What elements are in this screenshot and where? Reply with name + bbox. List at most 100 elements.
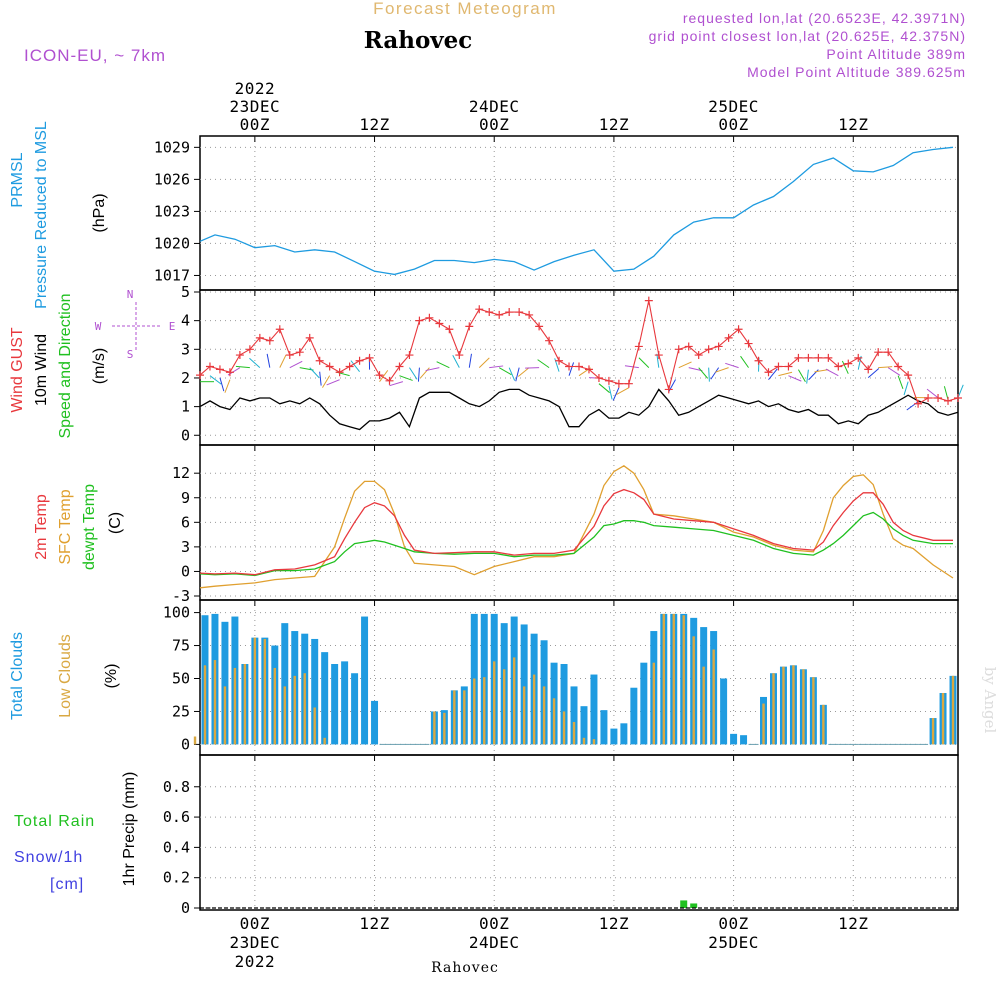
gust-marker xyxy=(555,356,564,365)
low-cloud-bar xyxy=(941,693,945,745)
gust-marker xyxy=(854,353,863,362)
temp-2m-line xyxy=(199,488,953,576)
y-tick-label: 5 xyxy=(181,283,190,301)
time-label-bottom: 24DEC xyxy=(469,933,520,952)
gust-marker xyxy=(275,325,284,334)
gust-marker xyxy=(724,333,733,342)
total-cloud-bar xyxy=(600,710,608,745)
time-label-top: 00Z xyxy=(479,115,509,134)
gust-marker xyxy=(205,362,214,371)
low-cloud-bar xyxy=(792,665,795,745)
time-label-bottom: 23DEC xyxy=(230,933,281,952)
low-cloud-bar xyxy=(483,677,486,745)
time-label-top: 2022 xyxy=(235,79,276,98)
wind-arrow xyxy=(452,355,460,368)
gust-marker xyxy=(575,362,583,371)
temp-label: 2m Temp xyxy=(33,494,50,560)
wind-arrow xyxy=(409,367,418,380)
y-tick-label: 4 xyxy=(181,312,190,330)
gust-marker xyxy=(455,351,464,360)
gust-marker xyxy=(395,362,404,371)
wind-arrow xyxy=(715,367,729,373)
gust-marker xyxy=(684,342,693,351)
gust-marker xyxy=(714,342,723,351)
time-label-top: 00Z xyxy=(718,115,748,134)
gust-marker xyxy=(345,362,354,371)
low-cloud-bar xyxy=(582,737,586,745)
gust-marker xyxy=(465,322,474,331)
wind-arrow xyxy=(957,384,964,398)
y-tick-label: 0.8 xyxy=(163,778,190,796)
total-cloud-bar xyxy=(221,621,229,745)
gust-label: Wind GUST xyxy=(9,327,26,413)
low-cloud-bar xyxy=(443,712,446,745)
panels: 10171020102310261029012345-3036912025507… xyxy=(9,121,964,917)
y-tick-label: 6 xyxy=(181,513,190,531)
wind-arrow xyxy=(612,387,620,401)
wind-arrow xyxy=(708,367,710,382)
panel-pressure: 1017 1020 1023 1026 1029 xyxy=(154,135,959,291)
y-tick-label: 12 xyxy=(172,464,190,482)
gust-marker xyxy=(634,342,643,351)
gust-marker xyxy=(525,310,534,319)
total-cloud-bar xyxy=(570,686,578,745)
y-tick-label: 0 xyxy=(181,735,190,753)
gust-marker xyxy=(594,373,603,382)
location-title: Rahovec xyxy=(364,27,473,54)
wind-arrow xyxy=(710,367,720,380)
gust-marker xyxy=(894,362,903,371)
gust-marker xyxy=(365,353,374,362)
total-cloud-bar xyxy=(730,733,738,745)
y-tick-label: 1023 xyxy=(154,202,190,220)
low-cloud-bar xyxy=(522,686,526,745)
wind-arrow xyxy=(508,367,516,381)
wind-arrow xyxy=(897,375,904,389)
snow-unit-legend: [cm] xyxy=(50,876,84,893)
low-cloud-bar xyxy=(253,637,257,745)
gust-marker xyxy=(305,333,314,342)
total-cloud-bar xyxy=(520,624,528,745)
temp-unit: (C) xyxy=(107,512,124,534)
gust-marker xyxy=(405,351,414,360)
gust-marker xyxy=(495,310,504,319)
low-cloud-bar xyxy=(463,690,466,745)
compass-s: S xyxy=(127,348,134,361)
y-tick-label: 50 xyxy=(172,670,190,688)
gridpoint-coords: grid point closest lon,lat (20.625E, 42.… xyxy=(649,28,966,44)
gust-marker xyxy=(624,379,633,388)
low-cloud-bar xyxy=(692,636,695,745)
gust-marker xyxy=(644,296,653,305)
gust-marker xyxy=(954,394,962,403)
panel-temperature: -3 0 3 6 9 12 xyxy=(172,444,959,605)
gust-marker xyxy=(335,368,344,377)
time-label-top: 23DEC xyxy=(230,97,281,116)
time-label-bottom: 00Z xyxy=(240,914,270,933)
gust-marker xyxy=(445,325,454,334)
gust-marker xyxy=(325,362,334,371)
y-tick-label: 0 xyxy=(181,562,190,580)
time-label-top: 12Z xyxy=(359,115,389,134)
wind-arrow xyxy=(887,367,901,376)
y-tick-label: 2 xyxy=(181,369,190,387)
total-cloud-bar xyxy=(740,735,748,745)
low-cloud-bar xyxy=(223,686,227,745)
time-label-bottom: 12Z xyxy=(359,914,389,933)
wind-arrow xyxy=(389,381,404,387)
y-tick-label: 0 xyxy=(181,426,190,444)
gust-marker xyxy=(475,305,484,314)
low-cloud-bar xyxy=(562,711,566,745)
low-cloud-bar xyxy=(503,669,506,745)
wind-speed-line xyxy=(199,388,959,431)
gust-marker xyxy=(385,376,394,385)
time-label-top: 25DEC xyxy=(708,97,759,116)
wind-arrow xyxy=(224,379,231,393)
wind-arrow xyxy=(797,369,806,383)
wind-arrow xyxy=(903,381,909,396)
gust-marker xyxy=(834,362,843,371)
pressure-unit: (hPa) xyxy=(91,193,108,232)
wind-arrow xyxy=(926,388,939,399)
low-cloud-bar xyxy=(662,613,665,745)
total-cloud-bar xyxy=(630,687,638,745)
gust-marker xyxy=(535,322,544,331)
